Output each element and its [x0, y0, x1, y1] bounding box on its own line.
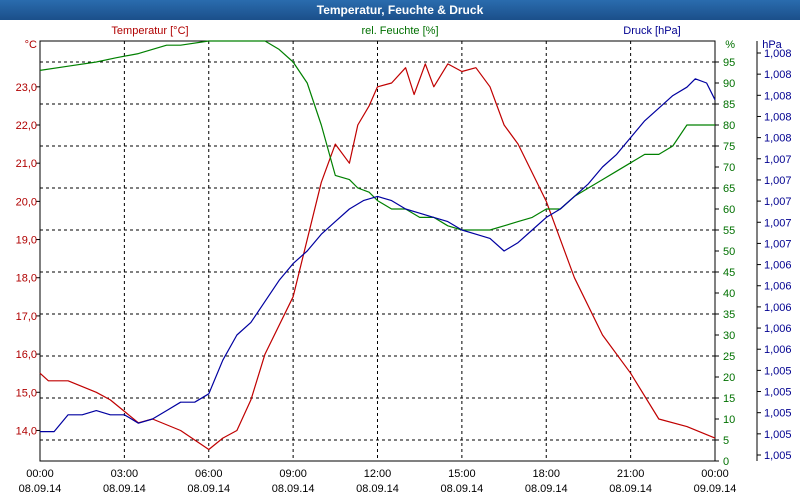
temperature-tick-label: 21,0	[16, 158, 37, 170]
humidity-tick-label: 70	[723, 162, 735, 174]
axis-layer: 00:00 08.09.14 03:00 08.09.14 06:00 08.09.14 0…	[16, 25, 792, 495]
pressure-tick-label: 1,006	[764, 302, 792, 314]
humidity-tick-label: 60	[723, 204, 735, 216]
x-tick-time: 06:00	[195, 468, 223, 480]
pressure-tick-label: 1,007	[764, 154, 792, 166]
pressure-tick-label: 1,008	[764, 133, 792, 145]
x-tick-date: 08.09.14	[103, 483, 146, 495]
x-tick-date: 09.09.14	[694, 483, 737, 495]
pressure-tick-label: 1,005	[764, 365, 792, 377]
humidity-tick-label: 30	[723, 330, 735, 342]
humidity-unit: %	[725, 39, 735, 51]
pressure-tick-label: 1,006	[764, 323, 792, 335]
humidity-tick-label: 85	[723, 99, 735, 111]
pressure-tick-label: 1,008	[764, 69, 792, 81]
grid	[40, 41, 715, 461]
x-tick-time: 15:00	[448, 468, 476, 480]
humidity-tick-label: 50	[723, 246, 735, 258]
humidity-tick-label: 55	[723, 225, 735, 237]
temperature-tick-label: 20,0	[16, 196, 37, 208]
temperature-tick-label: 14,0	[16, 425, 37, 437]
x-tick-time: 09:00	[279, 468, 307, 480]
pressure-tick-label: 1,008	[764, 90, 792, 102]
humidity-tick-label: 80	[723, 120, 735, 132]
series-line-humidity	[39, 40, 715, 231]
humidity-tick-label: 5	[723, 435, 729, 447]
humidity-tick-label: 95	[723, 57, 735, 69]
temperature-tick-label: 16,0	[16, 349, 37, 361]
pressure-tick-label: 1,008	[764, 111, 792, 123]
pressure-tick-label: 1,005	[764, 408, 792, 420]
humidity-tick-label: 45	[723, 267, 735, 279]
humidity-tick-label: 90	[723, 78, 735, 90]
x-tick-date: 08.09.14	[525, 483, 568, 495]
humidity-tick-label: 35	[723, 309, 735, 321]
pressure-tick-label: 1,006	[764, 260, 792, 272]
x-tick-date: 08.09.14	[609, 483, 652, 495]
humidity-tick-label: 40	[723, 288, 735, 300]
humidity-tick-label: 15	[723, 393, 735, 405]
pressure-tick-label: 1,006	[764, 281, 792, 293]
x-tick-time: 00:00	[26, 468, 54, 480]
pressure-tick-label: 1,008	[764, 48, 792, 60]
x-tick-date: 08.09.14	[440, 483, 483, 495]
series-layer	[39, 40, 716, 451]
pressure-tick-label: 1,006	[764, 344, 792, 356]
humidity-tick-label: 10	[723, 414, 735, 426]
x-tick-time: 12:00	[364, 468, 392, 480]
chart-title-bar: Temperatur, Feuchte & Druck	[0, 0, 800, 20]
x-tick-date: 08.09.14	[187, 483, 230, 495]
humidity-tick-label: 20	[723, 372, 735, 384]
pressure-tick-label: 1,007	[764, 238, 792, 250]
temperature-tick-label: 22,0	[16, 120, 37, 132]
humidity-tick-label: 25	[723, 351, 735, 363]
x-tick-date: 08.09.14	[356, 483, 399, 495]
temperature-tick-label: 23,0	[16, 82, 37, 94]
temperature-tick-label: 17,0	[16, 311, 37, 323]
pressure-tick-label: 1,005	[764, 387, 792, 399]
chart-canvas: 00:00 08.09.14 03:00 08.09.14 06:00 08.09.14 0…	[16, 25, 792, 495]
temperature-unit: °C	[25, 39, 37, 51]
humidity-tick-label: 75	[723, 141, 735, 153]
x-tick-date: 08.09.14	[272, 483, 315, 495]
pressure-tick-label: 1,005	[764, 429, 792, 441]
humidity-axis-label: rel. Feuchte [%]	[361, 25, 438, 37]
temperature-tick-label: 18,0	[16, 273, 37, 285]
pressure-unit: hPa	[762, 39, 782, 51]
pressure-tick-label: 1,007	[764, 217, 792, 229]
series-line-pressure	[40, 78, 716, 433]
x-tick-time: 18:00	[532, 468, 560, 480]
pressure-tick-label: 1,007	[764, 196, 792, 208]
humidity-tick-label: 0	[723, 456, 729, 468]
temperature-tick-label: 19,0	[16, 235, 37, 247]
temperature-axis-label: Temperatur [°C]	[111, 25, 188, 37]
x-tick-time: 00:00	[701, 468, 729, 480]
temperature-tick-label: 15,0	[16, 387, 37, 399]
x-tick-date: 08.09.14	[19, 483, 62, 495]
humidity-tick-label: 65	[723, 183, 735, 195]
pressure-tick-label: 1,007	[764, 175, 792, 187]
pressure-axis-label: Druck [hPa]	[623, 25, 680, 37]
x-tick-time: 21:00	[617, 468, 645, 480]
chart-title: Temperatur, Feuchte & Druck	[316, 3, 484, 17]
pressure-tick-label: 1,005	[764, 450, 792, 462]
x-tick-time: 03:00	[111, 468, 139, 480]
